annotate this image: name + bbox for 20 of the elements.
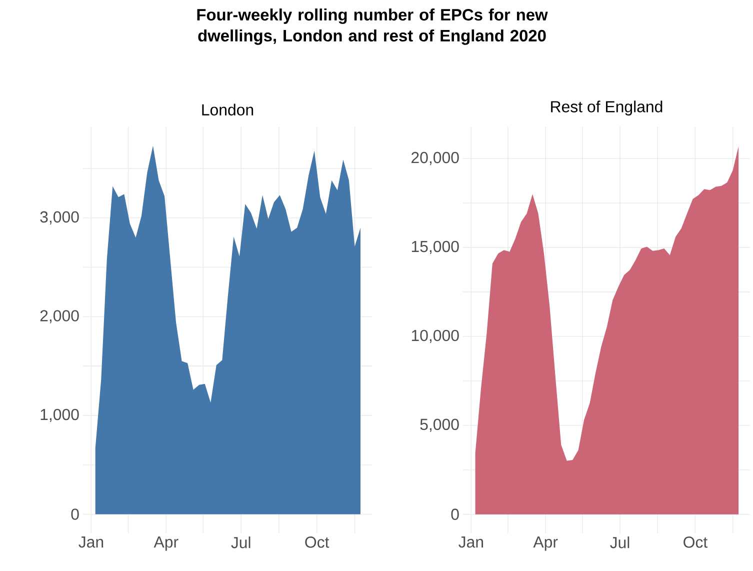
y-tick-label: 20,000: [412, 152, 459, 166]
x-tick-label: Jul: [231, 536, 250, 548]
y-tick-label: 10,000: [412, 330, 459, 343]
y-tick-label: 1,000: [40, 408, 79, 422]
x-tick-label: Apr: [154, 536, 178, 551]
x-tick-label: Apr: [533, 536, 558, 551]
y-tick-label: 2,000: [40, 310, 79, 324]
chart-subtitle: Rest of England: [551, 100, 662, 116]
chart-title: Four-weekly rolling number of EPCs for new dwellings, London and rest of England 2020: [197, 8, 548, 45]
x-tick-label: Jul: [610, 536, 630, 548]
chart-subtitle: London: [202, 104, 254, 116]
x-tick-label: Oct: [684, 536, 708, 548]
y-tick-label: 5,000: [420, 418, 459, 432]
y-tick-label: 0: [451, 508, 459, 520]
y-tick-label: 3,000: [40, 211, 79, 224]
x-tick-label: Oct: [305, 536, 330, 548]
y-tick-label: 15,000: [412, 240, 459, 254]
y-tick-label: 0: [71, 508, 79, 520]
x-tick-label: Jan: [78, 536, 104, 548]
x-tick-label: Jan: [458, 536, 483, 548]
